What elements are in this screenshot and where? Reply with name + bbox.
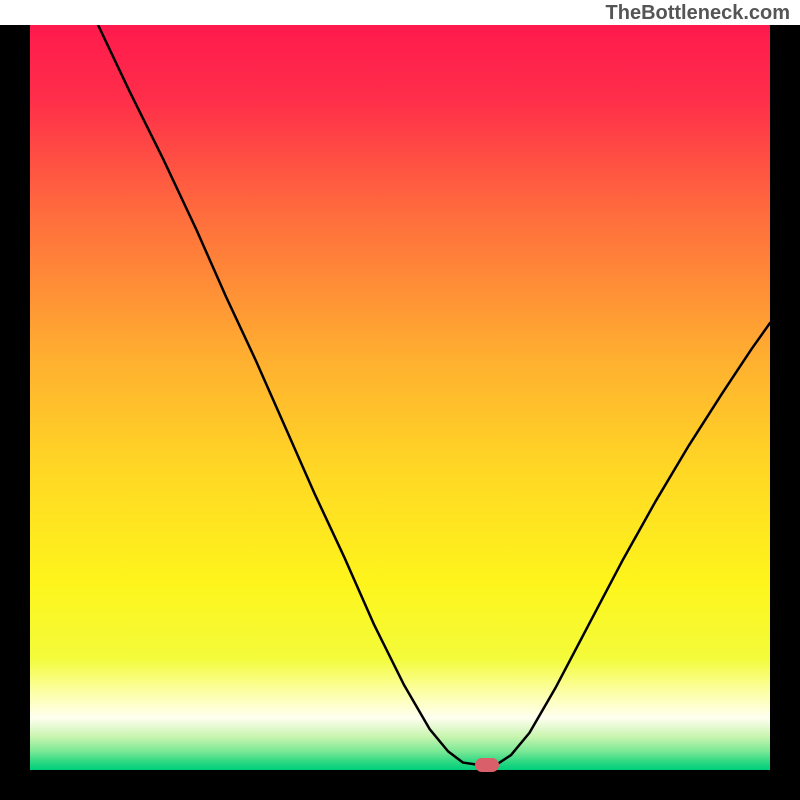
optimal-marker — [475, 758, 499, 772]
chart-frame — [0, 25, 800, 800]
bottleneck-curve — [30, 25, 770, 770]
plot-area — [30, 25, 770, 770]
watermark-text: TheBottleneck.com — [606, 2, 790, 25]
